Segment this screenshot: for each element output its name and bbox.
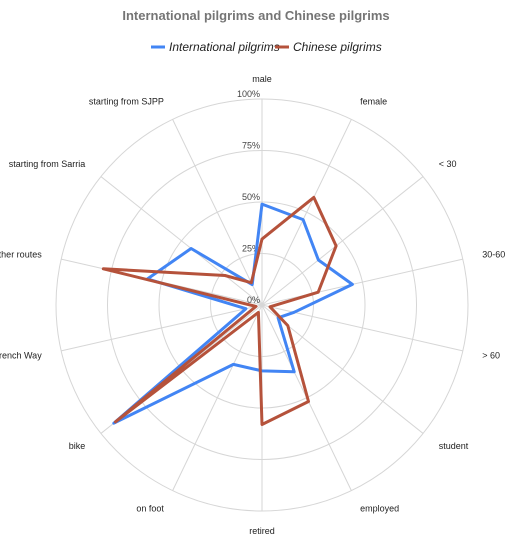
tick-label: 50% [242,192,260,202]
grid-spoke [172,119,263,306]
axis-label: < 30 [439,159,457,169]
axis-label: starting from Sarria [9,159,86,169]
axis-label: employed [360,504,399,514]
series-line-international [112,202,354,425]
chart-title: International pilgrims and Chinese pilgr… [122,8,389,23]
axis-label: retired [249,526,275,536]
tick-label: 0% [247,295,260,305]
legend-label-chinese: Chinese pilgrims [293,40,382,54]
grid-spoke [261,176,424,306]
axis-label: the French Way [0,350,42,360]
radar-labels: male female < 30 30-60 > 60 student employed re… [0,74,505,536]
grid-spoke [261,258,463,306]
axis-label: female [360,96,387,106]
legend-label-international: International pilgrims [169,40,280,54]
axis-label: student [439,441,469,451]
grid-spoke [61,304,263,352]
radar-grid: 0% 25% 50% 75% 100% [55,89,469,512]
tick-label: 100% [237,89,260,99]
grid-spoke [172,304,263,491]
legend: International pilgrims Chinese pilgrims [151,40,382,54]
axis-label: > 60 [482,350,500,360]
axis-label: starting from SJPP [89,96,164,106]
tick-label: 75% [242,141,260,151]
axis-label: 30-60 [482,250,505,260]
axis-label: male [252,74,272,84]
grid-spoke [100,176,263,306]
tick-label: 25% [242,244,260,254]
axis-label: on foot [136,504,164,514]
axis-label: other routes [0,250,42,260]
radar-series [101,195,354,426]
series-line-chinese [101,195,338,426]
axis-label: bike [69,441,86,451]
grid-spoke [261,119,352,306]
